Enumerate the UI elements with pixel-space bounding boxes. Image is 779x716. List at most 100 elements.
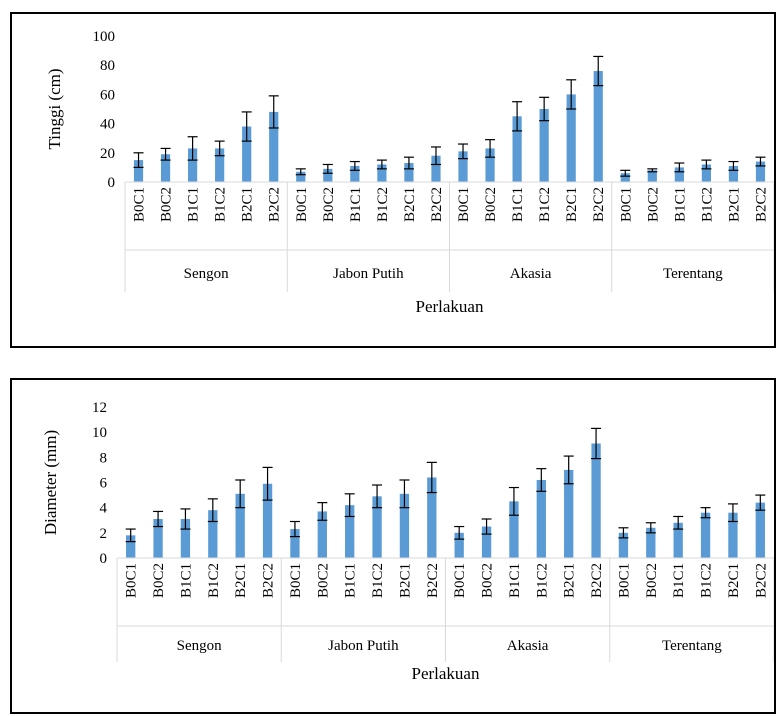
bar-terentang-b1c2 bbox=[700, 512, 711, 558]
x-tick-label: B0C2 bbox=[480, 563, 496, 598]
bar-jabon-putih-b2c1 bbox=[399, 493, 410, 558]
x-tick-label: B2C2 bbox=[429, 187, 445, 222]
x-tick-label: B0C2 bbox=[645, 187, 661, 222]
x-tick-label: B2C2 bbox=[753, 563, 769, 598]
x-tick-label: B1C2 bbox=[534, 563, 550, 598]
bar-terentang-b1c1 bbox=[674, 167, 684, 182]
bar-jabon-putih-b2c2 bbox=[427, 477, 437, 558]
bar-terentang-b0c2 bbox=[647, 170, 657, 182]
x-tick-label: B2C2 bbox=[753, 187, 769, 222]
bar-akasia-b2c1 bbox=[566, 94, 576, 182]
x-tick-label: B0C1 bbox=[124, 563, 140, 598]
x-tick-label: B2C2 bbox=[591, 187, 607, 222]
bar-terentang-b1c2 bbox=[701, 164, 711, 182]
bar-sengon-b2c1 bbox=[235, 493, 245, 558]
x-tick-label: B1C1 bbox=[672, 187, 688, 222]
x-tick-label: B2C1 bbox=[402, 187, 418, 222]
x-tick-label: B0C2 bbox=[151, 563, 167, 598]
bar-jabon-putih-b0c2 bbox=[323, 168, 333, 182]
x-tick-label: B1C2 bbox=[699, 187, 715, 222]
chart-panel-diameter: 0 2 4 6 8 10 12 B0C1 B0C2 B1C1 B1C2 B2C1 B2C2 Sengon B… bbox=[10, 378, 776, 714]
x-tick-label: B0C2 bbox=[159, 187, 175, 222]
x-tick-label: B0C1 bbox=[456, 187, 472, 222]
x-tick-label: B2C1 bbox=[726, 563, 742, 598]
bar-jabon-putih-b2c1 bbox=[404, 163, 414, 182]
bar-akasia-b0c1 bbox=[458, 151, 468, 182]
bar-jabon-putih-b1c2 bbox=[372, 496, 382, 558]
bar-akasia-b2c2 bbox=[591, 443, 601, 558]
bar-terentang-b2c1 bbox=[728, 165, 739, 182]
x-tick-label: B2C1 bbox=[564, 187, 580, 222]
y-tick-label: 20 bbox=[100, 146, 115, 162]
bar-sengon-b0c2 bbox=[153, 518, 163, 558]
x-tick-label: B0C1 bbox=[132, 187, 148, 222]
x-tick-label: B2C1 bbox=[233, 563, 249, 598]
x-tick-label: B1C2 bbox=[206, 563, 222, 598]
group-label-terentang: Terentang bbox=[662, 638, 722, 654]
y-axis-title: Diameter (mm) bbox=[41, 430, 60, 535]
y-tick-label: 6 bbox=[100, 476, 108, 492]
x-tick-label: B2C2 bbox=[267, 187, 283, 222]
bar-sengon-b1c1 bbox=[180, 518, 191, 558]
bar-terentang-b1c1 bbox=[673, 522, 683, 558]
x-tick-label: B1C1 bbox=[671, 563, 687, 598]
bar-jabon-putih-b1c2 bbox=[377, 164, 387, 182]
x-tick-label: B2C2 bbox=[589, 563, 605, 598]
group-label-sengon: Sengon bbox=[177, 638, 223, 654]
y-tick-label: 4 bbox=[100, 501, 108, 517]
x-tick-label: B1C1 bbox=[348, 187, 364, 222]
x-tick-label: B0C1 bbox=[288, 563, 304, 598]
x-tick-label: B0C2 bbox=[315, 563, 331, 598]
x-tick-label: B1C2 bbox=[537, 187, 553, 222]
bar-sengon-b2c2 bbox=[262, 483, 273, 558]
x-tick-label: B2C2 bbox=[425, 563, 441, 598]
y-tick-label: 2 bbox=[100, 526, 108, 542]
bar-akasia-b1c2 bbox=[539, 109, 549, 182]
group-label-jabon-putih: Jabon Putih bbox=[328, 638, 399, 654]
bar-jabon-putih-b1c1 bbox=[345, 505, 355, 558]
bar-jabon-putih-b0c1 bbox=[290, 529, 300, 558]
chart-panel-tinggi: 0 20 40 60 80 100 B0C1 B0C2 B1C1 B1C2 B2C1 B2C2 Seng… bbox=[10, 12, 776, 348]
group-label-akasia: Akasia bbox=[510, 266, 552, 282]
bar-akasia-b0c1 bbox=[454, 532, 464, 558]
bar-akasia-b1c2 bbox=[536, 479, 546, 558]
bar-sengon-b1c2 bbox=[208, 510, 218, 558]
chart-diameter: 0 2 4 6 8 10 12 B0C1 B0C2 B1C1 B1C2 B2C1 B2C2 Sengon B… bbox=[41, 400, 774, 683]
x-tick-label: B1C2 bbox=[370, 563, 386, 598]
y-tick-label: 10 bbox=[92, 425, 107, 441]
bar-terentang-b0c1 bbox=[620, 173, 630, 182]
group-label-terentang: Terentang bbox=[663, 266, 723, 282]
bar-sengon-b0c2 bbox=[160, 154, 171, 182]
bar-terentang-b2c2 bbox=[755, 161, 766, 182]
x-tick-label: B1C1 bbox=[510, 187, 526, 222]
y-tick-label: 8 bbox=[100, 450, 108, 466]
x-tick-label: B0C2 bbox=[483, 187, 499, 222]
bar-akasia-b2c1 bbox=[564, 469, 574, 558]
bar-terentang-b0c1 bbox=[618, 532, 629, 558]
y-tick-label: 80 bbox=[100, 58, 115, 74]
group-label-akasia: Akasia bbox=[507, 638, 549, 654]
y-tick-label: 0 bbox=[100, 551, 108, 567]
x-tick-label: B0C1 bbox=[618, 187, 634, 222]
y-tick-label: 100 bbox=[93, 29, 116, 45]
x-tick-label: B0C1 bbox=[616, 563, 632, 598]
chart-tinggi: 0 20 40 60 80 100 B0C1 B0C2 B1C1 B1C2 B2C1 B2C2 Seng… bbox=[45, 29, 774, 316]
x-tick-label: B1C2 bbox=[375, 187, 391, 222]
x-tick-label: B1C1 bbox=[186, 187, 202, 222]
x-tick-label: B0C2 bbox=[644, 563, 660, 598]
y-axis-title: Tinggi (cm) bbox=[45, 68, 64, 149]
bar-akasia-b1c1 bbox=[509, 501, 519, 558]
x-tick-label: B2C1 bbox=[726, 187, 742, 222]
x-tick-label: B2C1 bbox=[240, 187, 256, 222]
x-tick-label: B1C1 bbox=[178, 563, 194, 598]
bar-jabon-putih-b0c2 bbox=[317, 511, 327, 558]
x-axis-title: Perlakuan bbox=[416, 297, 484, 316]
x-tick-label: B1C2 bbox=[213, 187, 229, 222]
bar-jabon-putih-b0c1 bbox=[296, 171, 306, 182]
y-tick-label: 40 bbox=[100, 117, 115, 133]
x-tick-label: B0C1 bbox=[294, 187, 310, 222]
bar-sengon-b2c2 bbox=[269, 111, 279, 182]
y-tick-label: 0 bbox=[108, 175, 116, 191]
bar-akasia-b1c1 bbox=[512, 116, 522, 182]
bar-akasia-b0c2 bbox=[481, 526, 492, 558]
